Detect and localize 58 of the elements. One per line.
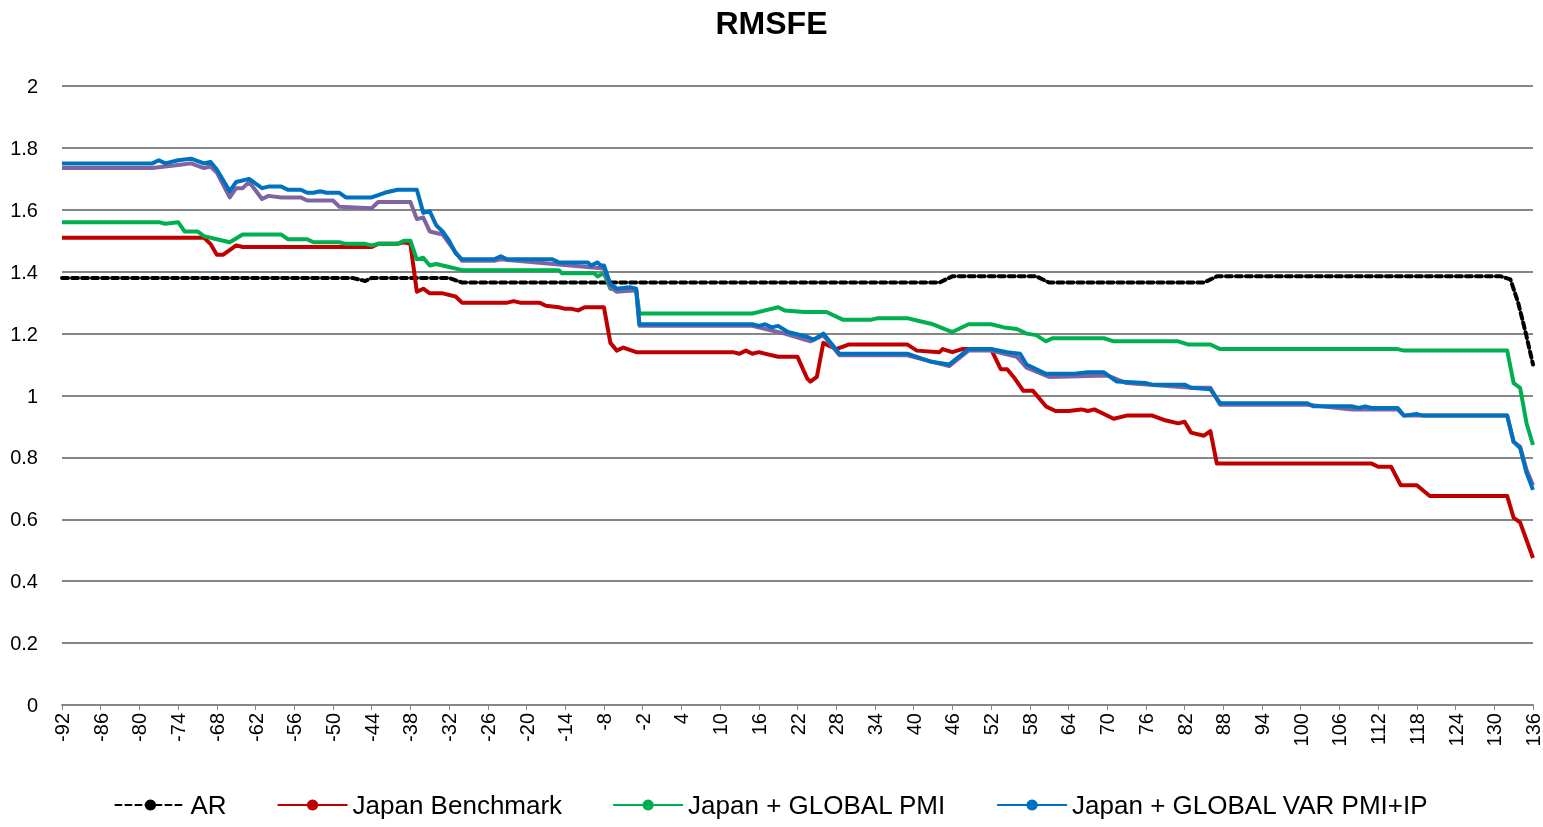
legend-label: AR	[190, 790, 227, 820]
y-tick-label: 0	[26, 694, 38, 716]
x-tick-label: 124	[1444, 713, 1467, 747]
x-tick-label: -8	[592, 713, 615, 731]
x-tick-label: -26	[476, 713, 499, 742]
x-tick-label: -86	[89, 713, 112, 742]
x-tick-label: 34	[863, 713, 886, 736]
y-tick-label: 1.8	[10, 136, 38, 159]
x-tick-label: 112	[1367, 713, 1390, 745]
legend-label: Japan + GLOBAL PMI	[688, 790, 946, 820]
x-tick-label: 64	[1057, 713, 1080, 736]
y-tick-label: 0.4	[10, 570, 38, 593]
x-tick-label: 58	[1018, 713, 1041, 736]
x-tick-label: -20	[515, 713, 538, 742]
y-tick-label: 1.4	[10, 260, 38, 283]
x-tick-label: 16	[747, 713, 770, 736]
x-tick-label: 130	[1483, 713, 1506, 747]
x-tick-label: -80	[128, 713, 151, 742]
x-tick-label: 28	[825, 713, 848, 736]
x-tick-label: 70	[1096, 713, 1119, 736]
x-tick-label: 88	[1212, 713, 1235, 736]
legend-label: Japan + GLOBAL VAR PMI+IP	[1072, 790, 1428, 820]
x-tick-label: 118	[1405, 713, 1428, 745]
x-tick-label: 10	[709, 713, 732, 736]
y-tick-label: 0.6	[10, 508, 38, 531]
x-tick-label: -14	[554, 713, 577, 742]
x-tick-label: 100	[1289, 713, 1312, 747]
x-tick-label: 52	[980, 713, 1003, 736]
x-tick-label: -74	[167, 713, 190, 742]
x-tick-label: -68	[205, 713, 228, 742]
x-tick-label: 136	[1522, 713, 1543, 747]
x-tick-label: -38	[399, 713, 422, 742]
chart-title: RMSFE	[715, 5, 828, 41]
x-tick-label: 22	[786, 713, 809, 736]
line-series	[60, 235, 1535, 560]
y-tick-label: 1.6	[10, 198, 38, 221]
x-tick-label: -92	[51, 713, 73, 742]
y-tick-label: 1	[26, 384, 38, 407]
x-tick-label: 82	[1173, 713, 1196, 736]
x-tick-label: 76	[1134, 713, 1157, 736]
x-tick-label: -44	[360, 713, 383, 742]
legend-label: Japan Benchmark	[352, 790, 564, 820]
line-series	[60, 220, 1535, 448]
x-tick-label: -32	[438, 713, 461, 742]
x-tick-label: 94	[1251, 713, 1274, 736]
y-tick-label: 2	[26, 75, 38, 97]
x-tick-label: -62	[244, 713, 267, 742]
y-tick-label: 0.2	[10, 632, 38, 655]
x-tick-label: 106	[1328, 713, 1351, 747]
y-tick-label: 1.2	[10, 322, 38, 345]
y-tick-label: 0.8	[10, 446, 38, 469]
x-tick-label: -56	[283, 713, 306, 742]
x-tick-label: 40	[902, 713, 925, 736]
x-tick-label: 46	[941, 713, 964, 736]
x-tick-label: -50	[321, 713, 344, 742]
line-series	[60, 274, 1535, 367]
x-tick-label: 4	[670, 713, 693, 725]
x-tick-label: -2	[631, 713, 654, 731]
